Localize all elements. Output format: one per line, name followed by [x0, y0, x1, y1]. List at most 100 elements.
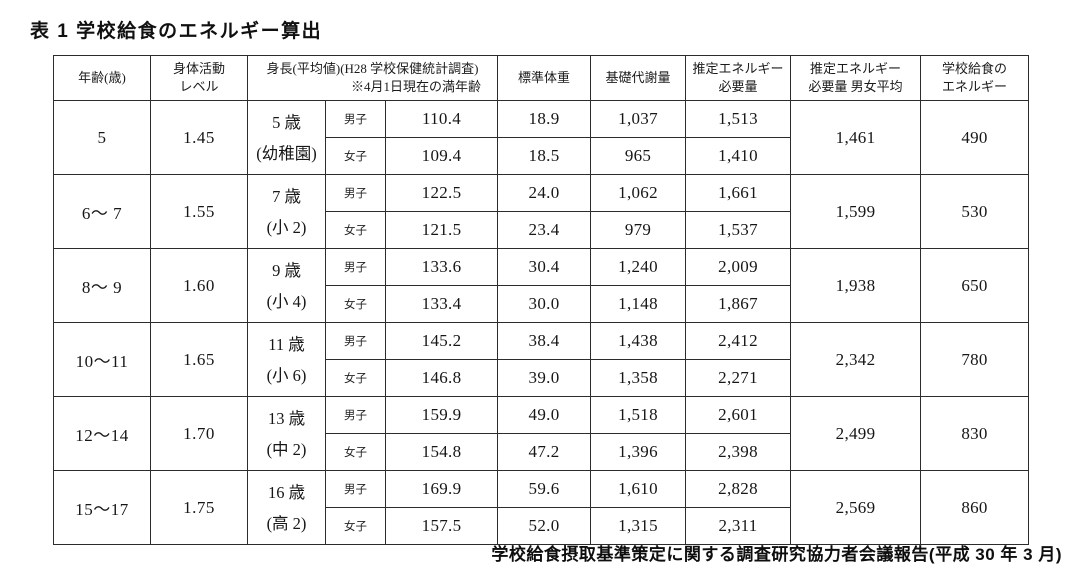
table-row: 女子 154.8 47.2 1,396 2,398	[54, 433, 1029, 471]
page-title: 表 1 学校給食のエネルギー算出	[30, 21, 323, 42]
gender-label-male: 男子	[325, 396, 386, 434]
cell-male-height: 145.2	[384, 322, 499, 360]
header-age: 年齢(歳)	[53, 55, 151, 101]
cell-grade: 16 歳 (高 2)	[247, 470, 326, 545]
cell-female-weight: 39.0	[497, 359, 592, 397]
grade-line: (中 2)	[266, 439, 307, 459]
cell-activity-level: 1.45	[150, 100, 248, 175]
cell-activity-level: 1.60	[150, 248, 248, 323]
cell-male-weight: 59.6	[497, 470, 592, 508]
cell-female-height: 109.4	[384, 137, 499, 175]
cell-female-bmr: 1,315	[590, 507, 687, 545]
cell-male-bmr: 1,518	[590, 396, 687, 434]
gender-label-female: 女子	[325, 433, 386, 471]
cell-male-bmr: 1,438	[590, 322, 687, 360]
grade-line: (幼稚園)	[256, 143, 317, 163]
cell-grade: 9 歳 (小 4)	[247, 248, 326, 323]
cell-male-height: 133.6	[384, 248, 499, 286]
grade-line: 5 歳	[272, 112, 301, 132]
cell-female-height: 121.5	[384, 211, 499, 249]
cell-male-eer: 2,601	[685, 396, 792, 434]
cell-female-eer: 1,410	[685, 137, 792, 175]
cell-male-eer: 1,661	[685, 174, 792, 212]
cell-grade: 7 歳 (小 2)	[247, 174, 326, 249]
cell-eer-average: 2,342	[790, 322, 922, 397]
cell-female-eer: 1,867	[685, 285, 792, 323]
cell-male-weight: 30.4	[497, 248, 592, 286]
cell-activity-level: 1.75	[150, 470, 248, 545]
grade-line: (小 6)	[266, 365, 307, 385]
gender-label-male: 男子	[325, 100, 386, 138]
cell-female-weight: 30.0	[497, 285, 592, 323]
cell-grade: 11 歳 (小 6)	[247, 322, 326, 397]
table-row: 10〜11 1.65 11 歳 (小 6) 男子 145.2 38.4 1,43…	[53, 322, 1030, 397]
grade-line: 7 歳	[272, 186, 301, 206]
table-row: 女子 133.4 30.0 1,148 1,867	[54, 285, 1029, 323]
cell-female-height: 146.8	[384, 359, 499, 397]
table-row: 女子 109.4 18.5 965 1,410	[54, 137, 1029, 175]
cell-eer-average: 1,938	[790, 248, 922, 323]
cell-grade: 5 歳 (幼稚園)	[247, 100, 326, 175]
header-line: 学校給食の	[942, 61, 1008, 77]
table-row: 女子 146.8 39.0 1,358 2,271	[54, 359, 1029, 397]
gender-label-male: 男子	[325, 470, 386, 508]
table-row: 8〜 9 1.60 9 歳 (小 4) 男子 133.6 30.4 1,240 …	[53, 248, 1030, 323]
cell-male-height: 169.9	[384, 470, 499, 508]
cell-female-bmr: 1,396	[590, 433, 687, 471]
cell-male-eer: 1,513	[685, 100, 792, 138]
cell-male-height: 159.9	[384, 396, 499, 434]
cell-male-bmr: 1,062	[590, 174, 687, 212]
cell-female-weight: 47.2	[497, 433, 592, 471]
cell-activity-level: 1.55	[150, 174, 248, 249]
cell-male-eer: 2,828	[685, 470, 792, 508]
cell-male-weight: 38.4	[497, 322, 592, 360]
cell-lunch-energy: 530	[920, 174, 1030, 249]
header-line: ※4月1日現在の満年齢	[351, 79, 482, 94]
gender-label-female: 女子	[325, 137, 386, 175]
cell-eer-average: 1,599	[790, 174, 922, 249]
header-line: 推定エネルギー	[692, 61, 784, 77]
cell-male-height: 122.5	[384, 174, 499, 212]
header-line: 身長(平均値)(H28 学校保健統計調査)	[266, 61, 479, 77]
header-line: 身体活動	[172, 61, 225, 77]
header-line: レベル	[179, 79, 219, 94]
header-line: 必要量	[718, 79, 758, 94]
table-row: 15〜17 1.75 16 歳 (高 2) 男子 169.9 59.6 1,61…	[53, 470, 1030, 545]
cell-grade: 13 歳 (中 2)	[247, 396, 326, 471]
gender-label-female: 女子	[325, 507, 386, 545]
gender-label-male: 男子	[325, 322, 386, 360]
header-activity-level: 身体活動 レベル	[150, 55, 248, 101]
table-row: 12〜14 1.70 13 歳 (中 2) 男子 159.9 49.0 1,51…	[53, 396, 1030, 471]
cell-age: 10〜11	[53, 322, 151, 397]
cell-female-bmr: 965	[590, 137, 687, 175]
cell-age: 5	[53, 100, 151, 175]
cell-eer-average: 2,569	[790, 470, 922, 545]
header-line: エネルギー	[942, 79, 1008, 94]
cell-age: 15〜17	[53, 470, 151, 545]
grade-line: 9 歳	[272, 260, 301, 280]
header-eer-average: 推定エネルギー 必要量 男女平均	[790, 55, 922, 101]
cell-female-bmr: 1,148	[590, 285, 687, 323]
cell-eer-average: 1,461	[790, 100, 922, 175]
cell-female-eer: 2,271	[685, 359, 792, 397]
cell-lunch-energy: 490	[920, 100, 1030, 175]
cell-female-height: 157.5	[384, 507, 499, 545]
gender-label-female: 女子	[325, 211, 386, 249]
grade-line: 11 歳	[268, 334, 305, 354]
grade-line: 13 歳	[267, 408, 306, 428]
header-line: 必要量 男女平均	[808, 79, 903, 94]
energy-calculation-table: 年齢(歳) 身体活動 レベル 身長(平均値)(H28 学校保健統計調査) ※4月…	[53, 55, 1030, 545]
cell-male-weight: 18.9	[497, 100, 592, 138]
gender-label-female: 女子	[325, 285, 386, 323]
header-standard-weight: 標準体重	[497, 55, 592, 101]
table-row: 女子 157.5 52.0 1,315 2,311	[54, 507, 1029, 545]
cell-female-eer: 2,398	[685, 433, 792, 471]
grade-line: (高 2)	[266, 513, 307, 533]
grade-line: (小 2)	[266, 217, 307, 237]
gender-label-male: 男子	[325, 248, 386, 286]
cell-lunch-energy: 780	[920, 322, 1030, 397]
gender-label-female: 女子	[325, 359, 386, 397]
cell-female-weight: 52.0	[497, 507, 592, 545]
header-bmr: 基礎代謝量	[590, 55, 687, 101]
cell-female-bmr: 1,358	[590, 359, 687, 397]
